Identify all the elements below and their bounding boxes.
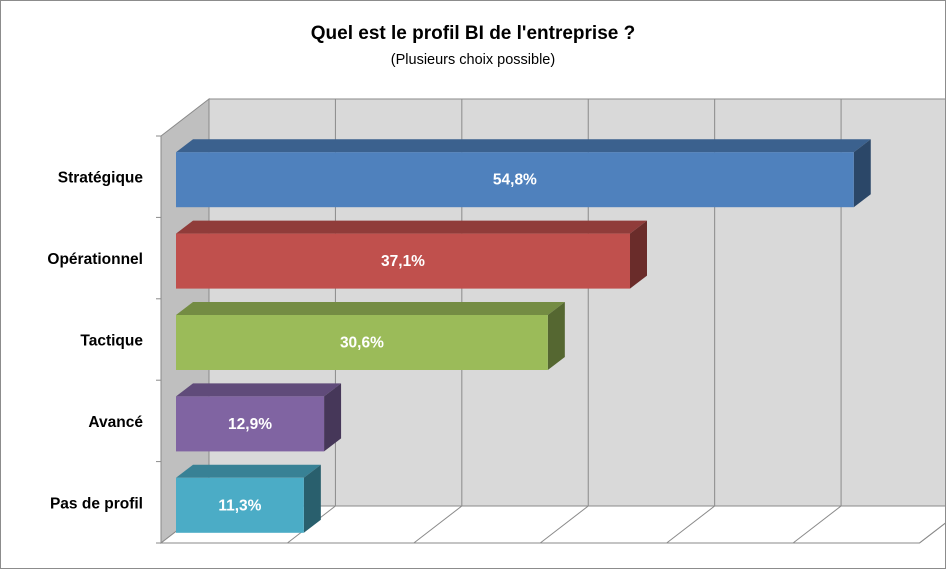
floor-gridline <box>413 505 463 544</box>
floor-gridline <box>666 505 715 544</box>
bar-end-4 <box>324 383 342 452</box>
bar-top-3 <box>176 302 565 315</box>
bar-end-1 <box>853 139 871 208</box>
data-label-2: 37,1% <box>381 253 425 270</box>
category-label-1: Stratégique <box>58 170 144 187</box>
plot-area: 54,8% Stratégique 37,1% Opérationnel 30,6% Ta… <box>47 97 945 545</box>
category-label-4: Avancé <box>88 414 143 431</box>
bar-5 <box>176 477 304 533</box>
bar-3 <box>176 315 548 370</box>
bar-top-2 <box>176 220 647 234</box>
bar-end-2 <box>630 220 647 289</box>
bar-1 <box>176 152 854 208</box>
chart-subtitle: (Plusieurs choix possible) <box>391 52 555 68</box>
category-label-2: Opérationnel <box>47 251 143 268</box>
chart-title: Quel est le profil BI de l'entreprise ? <box>311 23 635 44</box>
floor-gridline <box>792 505 842 544</box>
category-label-5: Pas de profil <box>50 495 143 512</box>
bar-2 <box>176 233 630 289</box>
data-label-5: 11,3% <box>218 497 261 514</box>
floor-gridline <box>539 505 589 544</box>
data-label-4: 12,9% <box>228 416 272 433</box>
data-label-3: 30,6% <box>340 335 384 352</box>
bar-end-5 <box>303 464 321 533</box>
bar-end-3 <box>547 302 565 370</box>
bar-top-4 <box>176 383 342 397</box>
floor-gridline <box>919 522 945 544</box>
bar-top-5 <box>176 464 321 478</box>
data-label-1: 54,8% <box>493 172 537 189</box>
bar-top-1 <box>176 139 871 153</box>
category-label-3: Tactique <box>80 333 143 350</box>
bar-4 <box>176 396 325 452</box>
